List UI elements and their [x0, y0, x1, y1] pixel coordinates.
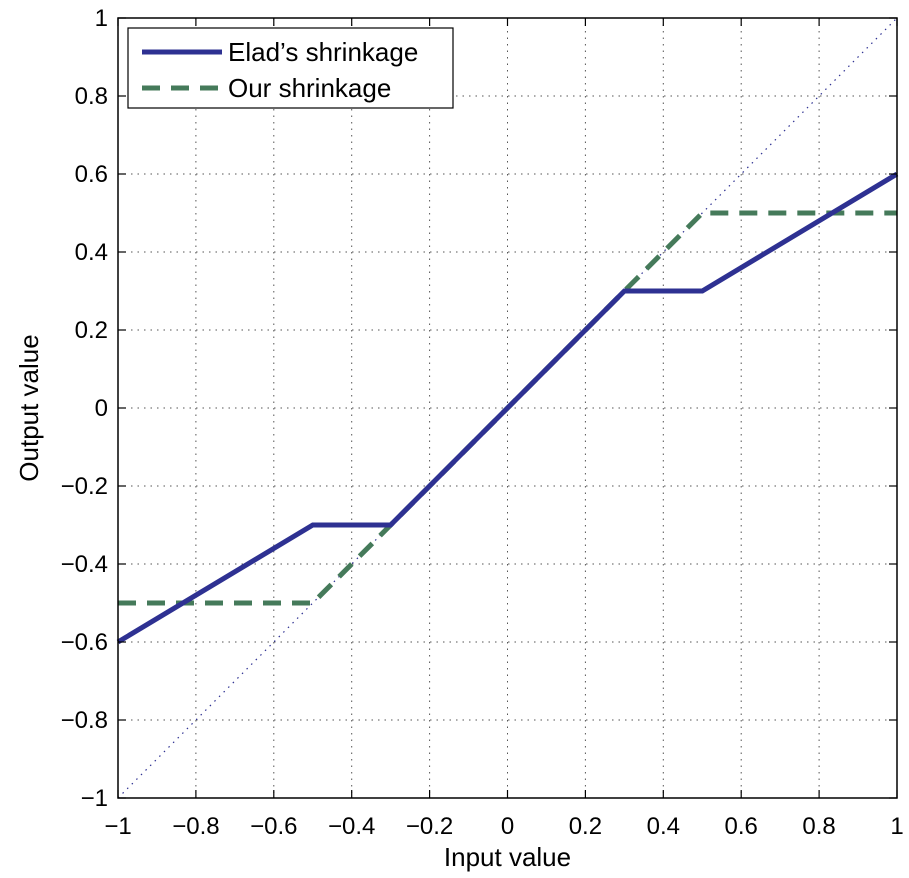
- y-tick-label: 0.4: [75, 239, 108, 266]
- legend-box: [127, 27, 454, 109]
- series-lines: [116, 17, 899, 799]
- y-tick-label: −0.4: [61, 551, 108, 578]
- x-tick-label: 1: [890, 813, 903, 840]
- y-tick-label: 0.2: [75, 317, 108, 344]
- y-tick-label: 1: [95, 5, 108, 32]
- y-tick-label: 0: [95, 395, 108, 422]
- x-tick-label: 0.6: [725, 813, 758, 840]
- y-tick-label: −0.6: [61, 629, 108, 656]
- x-axis-label: Input value: [444, 842, 571, 872]
- y-tick-label: −1: [81, 785, 108, 812]
- y-tick-label: −0.8: [61, 707, 108, 734]
- legend-label-ours: Our shrinkage: [228, 73, 391, 103]
- legend-label-elad: Elad’s shrinkage: [228, 37, 418, 67]
- legend: Elad’s shrinkage Our shrinkage: [127, 27, 454, 109]
- x-tick-label: −1: [104, 813, 131, 840]
- x-tick-label: −0.4: [328, 813, 375, 840]
- y-tick-label: 0.8: [75, 83, 108, 110]
- x-tick-label: −0.2: [406, 813, 453, 840]
- axis-ticks: −1 −0.8 −0.6 −0.4 −0.2 0 0.2 0.4 0.6 0.8 1 −1 −0.8 −0…: [61, 5, 904, 840]
- x-tick-label: 0.8: [802, 813, 835, 840]
- x-tick-label: 0.4: [647, 813, 680, 840]
- x-tick-label: 0: [501, 813, 514, 840]
- x-tick-label: 0.2: [569, 813, 602, 840]
- x-tick-label: −0.6: [250, 813, 297, 840]
- y-tick-label: −0.2: [61, 473, 108, 500]
- y-tick-label: 0.6: [75, 161, 108, 188]
- series-line-elad: [116, 171, 899, 645]
- x-tick-label: −0.8: [172, 813, 219, 840]
- y-axis-label: Output value: [14, 334, 44, 481]
